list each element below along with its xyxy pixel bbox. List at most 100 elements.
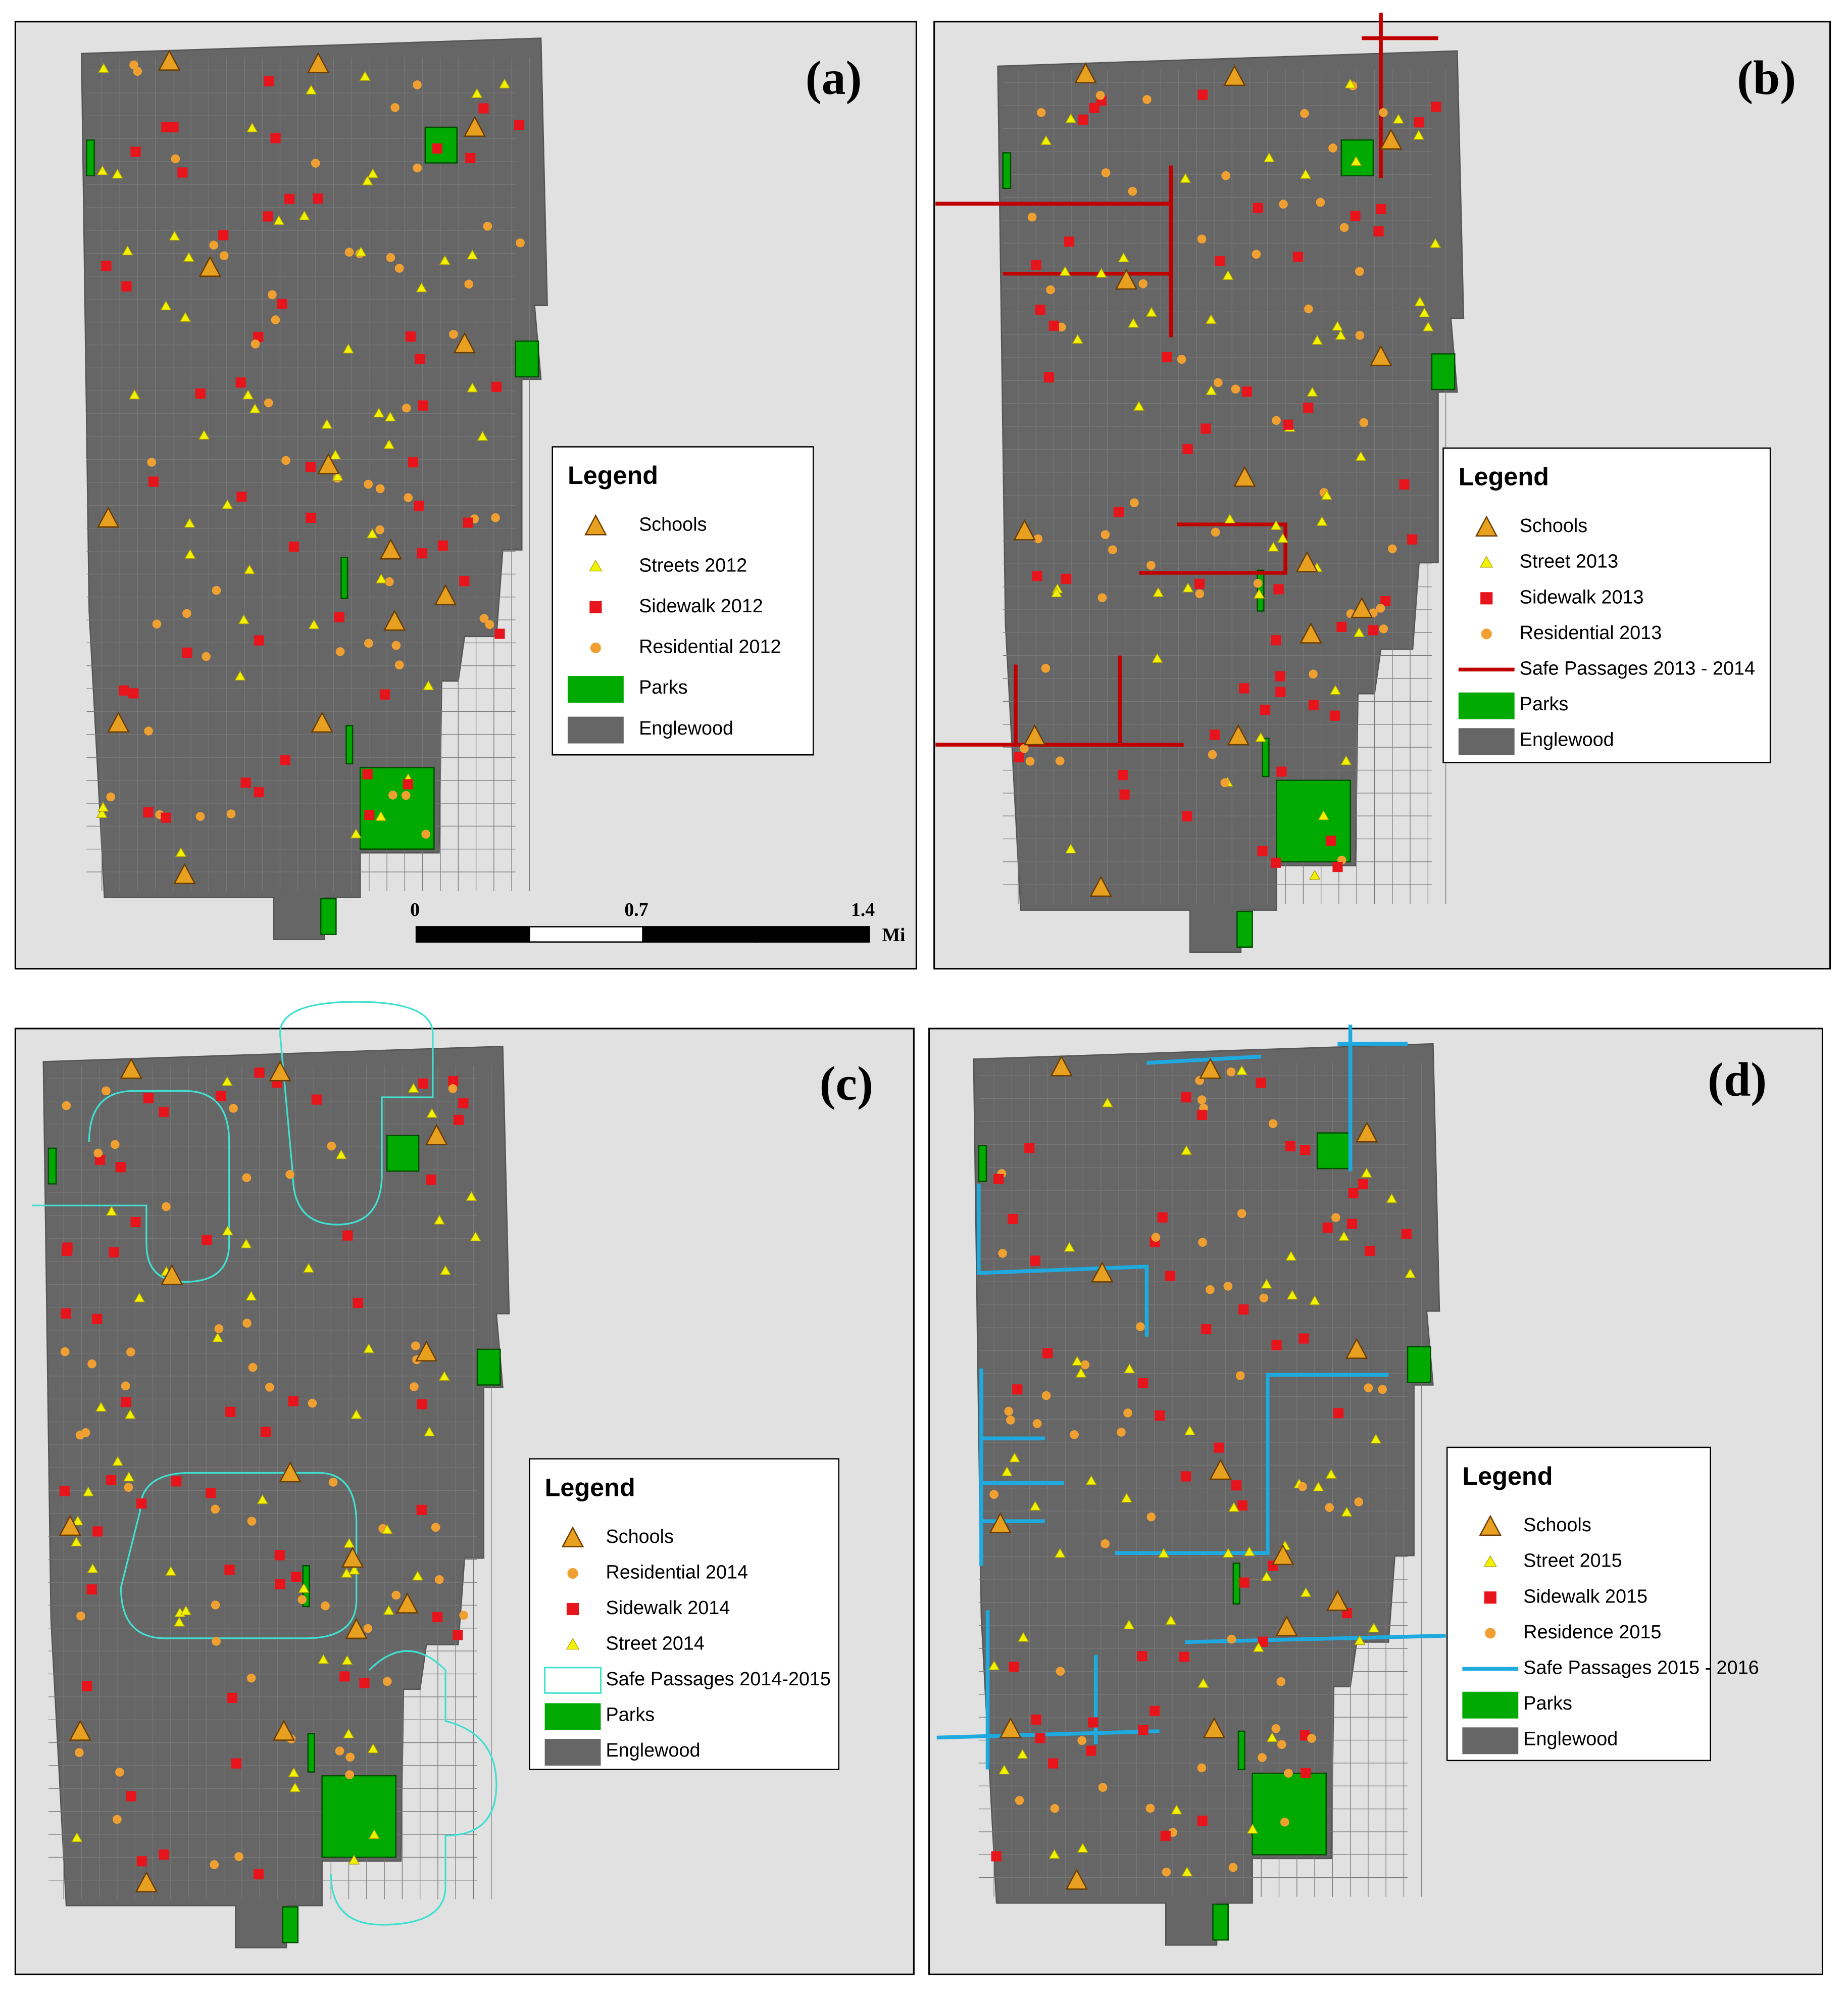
street-marker bbox=[1095, 268, 1107, 278]
street-marker bbox=[1270, 520, 1282, 530]
street-marker bbox=[408, 1083, 419, 1093]
sidewalk-marker bbox=[1086, 1745, 1096, 1756]
school-icon bbox=[1115, 268, 1138, 290]
street-marker bbox=[1243, 1546, 1255, 1556]
residential-marker bbox=[998, 1249, 1007, 1258]
legend: Legend Schools Street 2013 Sidewalk 2013 Res… bbox=[1442, 447, 1771, 763]
residential-marker bbox=[1097, 593, 1107, 602]
panel: Legend Schools Street 2013 Sidewalk 2013 Res… bbox=[933, 13, 1831, 970]
sidewalk-marker bbox=[253, 331, 264, 342]
sidewalk-marker bbox=[1285, 1141, 1295, 1152]
sidewalk-marker bbox=[1197, 89, 1208, 100]
residential-marker bbox=[1309, 669, 1318, 679]
street-marker bbox=[1361, 1167, 1372, 1178]
residential-marker bbox=[402, 403, 411, 413]
residential-marker bbox=[1235, 1371, 1245, 1380]
sidewalk-marker bbox=[240, 777, 251, 788]
residential-marker bbox=[248, 1362, 258, 1372]
sidewalk-marker bbox=[1031, 260, 1041, 271]
residential-marker bbox=[76, 1612, 85, 1621]
residential-marker bbox=[1123, 1408, 1132, 1418]
street-marker bbox=[1009, 1452, 1021, 1463]
safe-passage-buffer bbox=[330, 1650, 497, 1926]
sidewalk-marker bbox=[128, 688, 139, 699]
street-marker bbox=[1311, 334, 1323, 345]
legend: Legend Schools Residential 2014 Sidewalk 20… bbox=[529, 1458, 839, 1770]
street-marker bbox=[1152, 653, 1163, 663]
residential-marker bbox=[1272, 416, 1281, 425]
residential-marker bbox=[311, 159, 320, 168]
street-marker bbox=[169, 230, 180, 241]
residential-marker bbox=[1027, 212, 1037, 222]
safe-passage-route bbox=[936, 1729, 1160, 1740]
residential-marker bbox=[1231, 384, 1240, 394]
residential-marker bbox=[1300, 109, 1309, 118]
school-icon bbox=[1223, 65, 1246, 86]
sidewalk-marker bbox=[1150, 1706, 1160, 1716]
sidewalk-marker bbox=[313, 193, 323, 204]
street-marker bbox=[1001, 1466, 1013, 1476]
sidewalk-marker bbox=[1303, 403, 1314, 413]
street-marker bbox=[1040, 135, 1052, 145]
street-marker bbox=[321, 419, 333, 429]
residential-marker bbox=[590, 642, 601, 654]
legend-swatch bbox=[567, 675, 624, 703]
residential-marker bbox=[1211, 527, 1220, 537]
street-marker bbox=[1017, 1748, 1028, 1759]
residential-marker bbox=[1138, 279, 1148, 288]
school-icon bbox=[158, 50, 181, 71]
residential-marker bbox=[1228, 1863, 1238, 1872]
street-marker bbox=[1340, 755, 1352, 765]
park bbox=[345, 725, 354, 765]
sidewalk-marker bbox=[1012, 1384, 1023, 1395]
residential-marker bbox=[1304, 304, 1313, 314]
school-icon bbox=[561, 1526, 584, 1547]
street-marker bbox=[249, 403, 261, 413]
sidewalk-marker bbox=[261, 1426, 271, 1437]
residential-marker bbox=[485, 620, 494, 629]
street-marker bbox=[988, 1660, 1000, 1670]
residential-marker bbox=[1197, 234, 1207, 244]
scale-label: 1.4 bbox=[851, 899, 875, 920]
residential-marker bbox=[413, 163, 422, 173]
legend-swatch bbox=[1462, 1727, 1519, 1755]
residential-marker bbox=[219, 251, 229, 260]
sidewalk-marker bbox=[1214, 1442, 1224, 1453]
school-icon bbox=[415, 1340, 438, 1361]
street-marker bbox=[1329, 685, 1341, 695]
street-marker bbox=[1179, 173, 1191, 183]
street-marker bbox=[1051, 587, 1063, 598]
sidewalk-marker bbox=[1414, 117, 1424, 128]
map bbox=[936, 1025, 1446, 1946]
street-marker bbox=[288, 1767, 299, 1777]
panel-label: (a) bbox=[806, 51, 862, 105]
sidewalk-marker bbox=[1035, 305, 1045, 315]
street-marker bbox=[1338, 1231, 1350, 1241]
residential-marker bbox=[1258, 1753, 1267, 1762]
sidewalk-marker bbox=[1024, 1143, 1035, 1153]
sidewalk-marker bbox=[437, 540, 448, 551]
sidewalk-marker bbox=[478, 103, 489, 114]
scale-segment bbox=[415, 926, 530, 943]
legend-label: Englewood bbox=[639, 718, 733, 739]
sidewalk-marker bbox=[1270, 857, 1281, 868]
street-marker bbox=[1413, 129, 1425, 140]
residential-marker bbox=[1331, 1213, 1340, 1222]
legend-swatch bbox=[1458, 728, 1515, 755]
sidewalk-marker bbox=[1257, 846, 1268, 856]
street-marker bbox=[1405, 1268, 1416, 1278]
street-marker bbox=[1071, 1355, 1083, 1366]
residential-marker bbox=[1101, 168, 1111, 177]
street-marker bbox=[1268, 542, 1279, 552]
school-icon bbox=[307, 52, 330, 73]
park bbox=[1276, 780, 1351, 863]
sidewalk-marker bbox=[121, 1397, 132, 1407]
sidewalk-marker bbox=[1273, 584, 1284, 595]
sidewalk-marker bbox=[1118, 770, 1128, 781]
street-marker bbox=[335, 1149, 347, 1159]
sidewalk-marker bbox=[1237, 1500, 1247, 1511]
residential-marker bbox=[989, 1490, 998, 1499]
park bbox=[321, 1775, 397, 1858]
street-marker bbox=[234, 670, 246, 680]
street-marker bbox=[1181, 1866, 1193, 1877]
